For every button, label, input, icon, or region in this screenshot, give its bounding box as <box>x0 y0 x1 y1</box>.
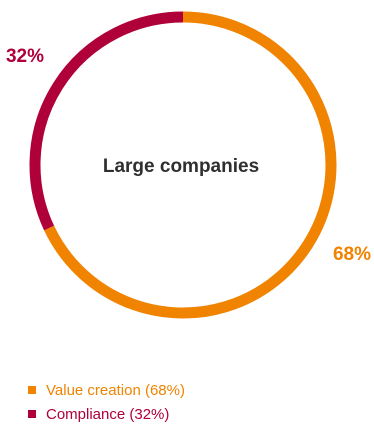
legend-label-compliance: Compliance (32%) <box>46 405 170 423</box>
donut-slice-value-creation <box>44 11 337 319</box>
donut-slice-compliance <box>29 11 184 231</box>
legend-item-value-creation: Value creation (68%) <box>28 380 185 400</box>
legend-swatch-value-creation <box>28 386 36 394</box>
legend-label-value-creation: Value creation (68%) <box>46 381 185 399</box>
slice-labels: 68% 32% <box>6 46 371 265</box>
chart-center-title: Large companies <box>103 156 259 177</box>
slice-value-label-value-creation: 68% <box>333 244 371 265</box>
legend-item-compliance: Compliance (32%) <box>28 404 185 424</box>
donut-slices <box>29 11 337 319</box>
legend-swatch-compliance <box>28 410 36 418</box>
legend: Value creation (68%) Compliance (32%) <box>28 380 185 428</box>
slice-value-label-compliance: 32% <box>6 46 44 67</box>
